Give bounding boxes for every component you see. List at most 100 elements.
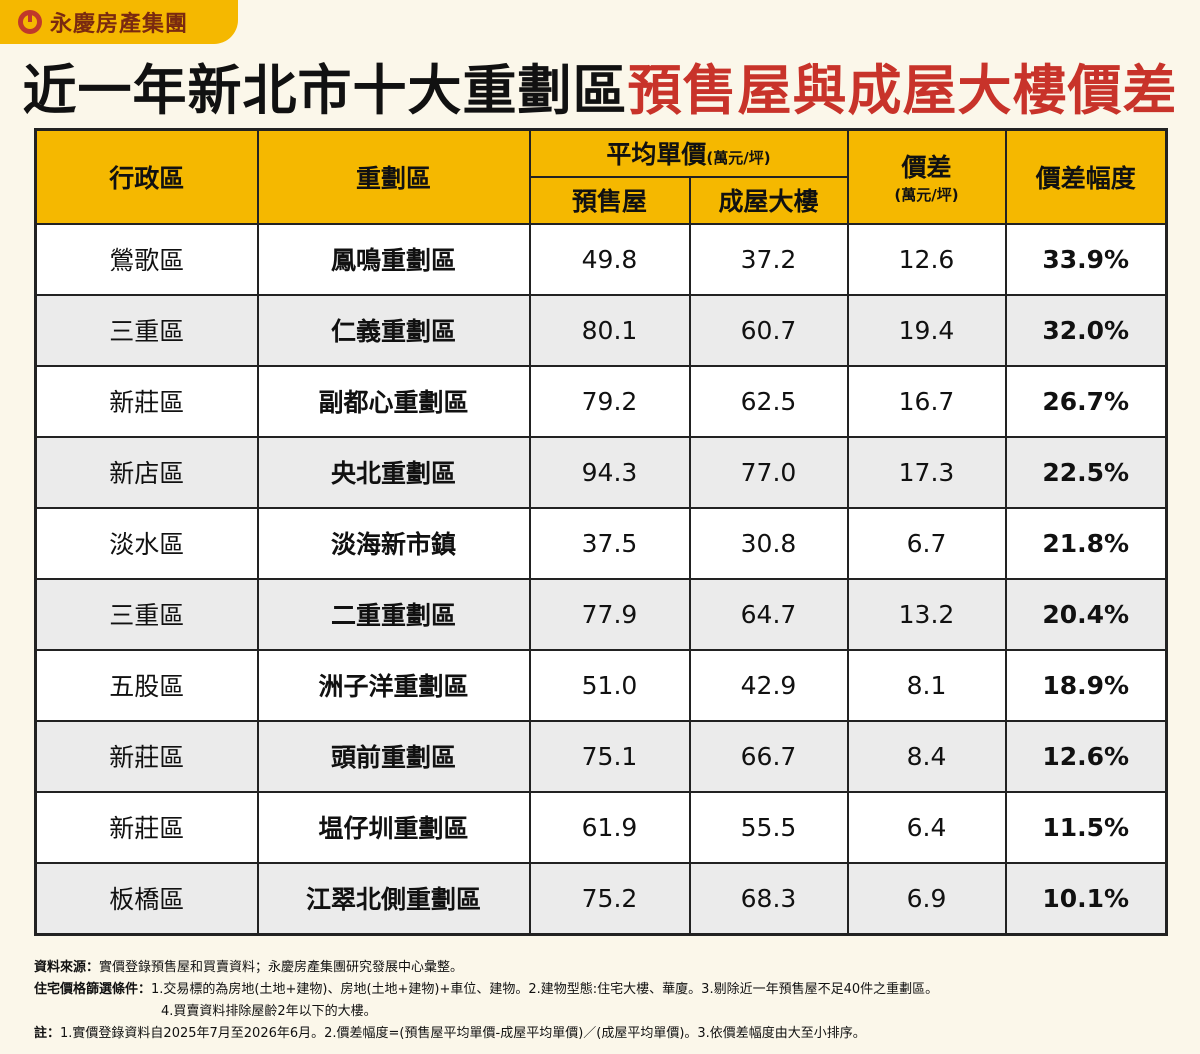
header-avg-price-label: 平均單價 — [606, 140, 707, 170]
cell-district: 鶯歌區 — [34, 222, 259, 296]
header-diff-label: 價差 — [901, 153, 952, 183]
cell-existing-price: 30.8 — [688, 506, 849, 580]
note-general: 註：1.實價登錄資料自2025年7月至2026年6月。2.價差幅度=(預售屋平均… — [34, 1023, 1174, 1045]
header-diff-pct: 價差幅度 — [1004, 128, 1168, 225]
cell-district: 新莊區 — [34, 719, 259, 793]
cell-zone: 副都心重劃區 — [256, 364, 531, 438]
note-filter-label: 住宅價格篩選條件： — [34, 982, 152, 997]
cell-district: 五股區 — [34, 648, 259, 722]
cell-zone: 鳳鳴重劃區 — [256, 222, 531, 296]
cell-price-diff-pct: 20.4% — [1004, 577, 1168, 651]
table-row: 新莊區 頭前重劃區 75.1 66.7 8.4 12.6% — [34, 719, 1168, 793]
cell-price-diff-pct: 12.6% — [1004, 719, 1168, 793]
note-source-label: 資料來源： — [34, 960, 100, 975]
table-row: 新店區 央北重劃區 94.3 77.0 17.3 22.5% — [34, 435, 1168, 509]
cell-price-diff: 8.1 — [846, 648, 1007, 722]
note-filter-text-2: 4.買賣資料排除屋齡2年以下的大樓。 — [161, 1004, 377, 1019]
cell-presale-price: 49.8 — [528, 222, 691, 296]
note-source: 資料來源：實價登錄預售屋和買賣資料；永慶房產集團研究發展中心彙整。 — [34, 957, 1174, 979]
cell-presale-price: 51.0 — [528, 648, 691, 722]
cell-existing-price: 60.7 — [688, 293, 849, 367]
header-diff-unit: (萬元/坪) — [894, 186, 959, 205]
cell-district: 新莊區 — [34, 790, 259, 864]
cell-zone: 江翠北側重劃區 — [256, 861, 531, 935]
cell-presale-price: 61.9 — [528, 790, 691, 864]
table-row: 五股區 洲子洋重劃區 51.0 42.9 8.1 18.9% — [34, 648, 1168, 722]
note-general-label: 註： — [34, 1026, 61, 1041]
cell-price-diff: 12.6 — [846, 222, 1007, 296]
cell-presale-price: 37.5 — [528, 506, 691, 580]
table-body: 鶯歌區 鳳鳴重劃區 49.8 37.2 12.6 33.9% 三重區 仁義重劃區 80.1 60.… — [34, 222, 1168, 935]
cell-district: 三重區 — [34, 577, 259, 651]
cell-presale-price: 94.3 — [528, 435, 691, 509]
cell-price-diff-pct: 33.9% — [1004, 222, 1168, 296]
cell-price-diff: 19.4 — [846, 293, 1007, 367]
cell-presale-price: 75.1 — [528, 719, 691, 793]
cell-zone: 仁義重劃區 — [256, 293, 531, 367]
cell-price-diff: 6.4 — [846, 790, 1007, 864]
cell-price-diff: 6.9 — [846, 861, 1007, 935]
header-avg-price-unit: (萬元/坪) — [706, 149, 771, 168]
cell-zone: 洲子洋重劃區 — [256, 648, 531, 722]
cell-price-diff: 8.4 — [846, 719, 1007, 793]
cell-existing-price: 55.5 — [688, 790, 849, 864]
title-part-2: 預售屋與成屋大樓價差 — [627, 59, 1178, 122]
cell-price-diff: 16.7 — [846, 364, 1007, 438]
page-title: 近一年新北市十大重劃區預售屋與成屋大樓價差 — [0, 56, 1200, 126]
table-row: 鶯歌區 鳳鳴重劃區 49.8 37.2 12.6 33.9% — [34, 222, 1168, 296]
cell-zone: 二重重劃區 — [256, 577, 531, 651]
cell-existing-price: 62.5 — [688, 364, 849, 438]
header-zone: 重劃區 — [256, 128, 531, 225]
cell-price-diff-pct: 26.7% — [1004, 364, 1168, 438]
cell-price-diff-pct: 32.0% — [1004, 293, 1168, 367]
footnotes: 資料來源：實價登錄預售屋和買賣資料；永慶房產集團研究發展中心彙整。 住宅價格篩選… — [34, 957, 1174, 1045]
note-general-text: 1.實價登錄資料自2025年7月至2026年6月。2.價差幅度=(預售屋平均單價… — [60, 1026, 866, 1041]
table-row: 淡水區 淡海新市鎮 37.5 30.8 6.7 21.8% — [34, 506, 1168, 580]
cell-presale-price: 75.2 — [528, 861, 691, 935]
header-district: 行政區 — [34, 128, 259, 225]
cell-presale-price: 77.9 — [528, 577, 691, 651]
table-row: 板橋區 江翠北側重劃區 75.2 68.3 6.9 10.1% — [34, 861, 1168, 935]
header-avg-price: 平均單價(萬元/坪) — [528, 128, 849, 178]
header-diff: 價差 (萬元/坪) — [846, 128, 1007, 225]
cell-presale-price: 79.2 — [528, 364, 691, 438]
cell-price-diff-pct: 21.8% — [1004, 506, 1168, 580]
cell-price-diff: 17.3 — [846, 435, 1007, 509]
cell-price-diff-pct: 11.5% — [1004, 790, 1168, 864]
brand-name: 永慶房產集團 — [50, 12, 189, 37]
cell-existing-price: 68.3 — [688, 861, 849, 935]
cell-presale-price: 80.1 — [528, 293, 691, 367]
cell-existing-price: 42.9 — [688, 648, 849, 722]
price-gap-table: 行政區 重劃區 平均單價(萬元/坪) 價差 (萬元/坪) 價差幅度 預售屋 成屋… — [34, 128, 1168, 936]
cell-existing-price: 37.2 — [688, 222, 849, 296]
note-filter: 住宅價格篩選條件：1.交易標的為房地(土地+建物)、房地(土地+建物)+車位、建… — [34, 979, 1174, 1001]
table-row: 三重區 仁義重劃區 80.1 60.7 19.4 32.0% — [34, 293, 1168, 367]
cell-price-diff: 13.2 — [846, 577, 1007, 651]
brand-logo: 永慶房產集團 — [0, 0, 238, 44]
table-row: 新莊區 塭仔圳重劃區 61.9 55.5 6.4 11.5% — [34, 790, 1168, 864]
cell-zone: 淡海新市鎮 — [256, 506, 531, 580]
cell-district: 新店區 — [34, 435, 259, 509]
cell-existing-price: 66.7 — [688, 719, 849, 793]
table-row: 三重區 二重重劃區 77.9 64.7 13.2 20.4% — [34, 577, 1168, 651]
note-filter-cont: 4.買賣資料排除屋齡2年以下的大樓。 — [34, 1001, 1174, 1023]
cell-existing-price: 64.7 — [688, 577, 849, 651]
cell-district: 板橋區 — [34, 861, 259, 935]
note-source-text: 實價登錄預售屋和買賣資料；永慶房產集團研究發展中心彙整。 — [99, 960, 464, 975]
cell-price-diff-pct: 18.9% — [1004, 648, 1168, 722]
cell-district: 三重區 — [34, 293, 259, 367]
cell-district: 新莊區 — [34, 364, 259, 438]
cell-zone: 頭前重劃區 — [256, 719, 531, 793]
cell-district: 淡水區 — [34, 506, 259, 580]
table-row: 新莊區 副都心重劃區 79.2 62.5 16.7 26.7% — [34, 364, 1168, 438]
cell-price-diff: 6.7 — [846, 506, 1007, 580]
note-filter-text: 1.交易標的為房地(土地+建物)、房地(土地+建物)+車位、建物。2.建物型態:… — [151, 982, 939, 997]
cell-existing-price: 77.0 — [688, 435, 849, 509]
cell-zone: 央北重劃區 — [256, 435, 531, 509]
header-existing: 成屋大樓 — [688, 175, 849, 225]
title-part-1: 近一年新北市十大重劃區 — [22, 59, 628, 122]
cell-zone: 塭仔圳重劃區 — [256, 790, 531, 864]
header-presale: 預售屋 — [528, 175, 691, 225]
cell-price-diff-pct: 10.1% — [1004, 861, 1168, 935]
cell-price-diff-pct: 22.5% — [1004, 435, 1168, 509]
